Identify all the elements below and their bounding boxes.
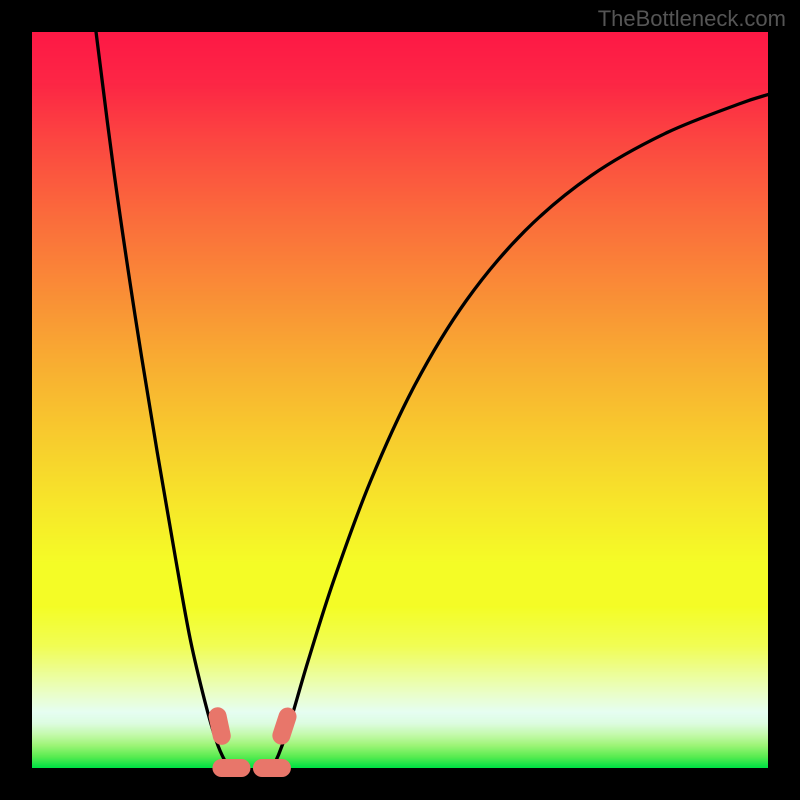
curve-marker: [281, 717, 287, 736]
curve-overlay: [32, 32, 768, 768]
curve-marker: [218, 716, 222, 736]
watermark-text: TheBottleneck.com: [598, 6, 786, 32]
curve-path: [96, 32, 231, 768]
plot-area: [32, 32, 768, 768]
curve-path: [272, 95, 768, 768]
